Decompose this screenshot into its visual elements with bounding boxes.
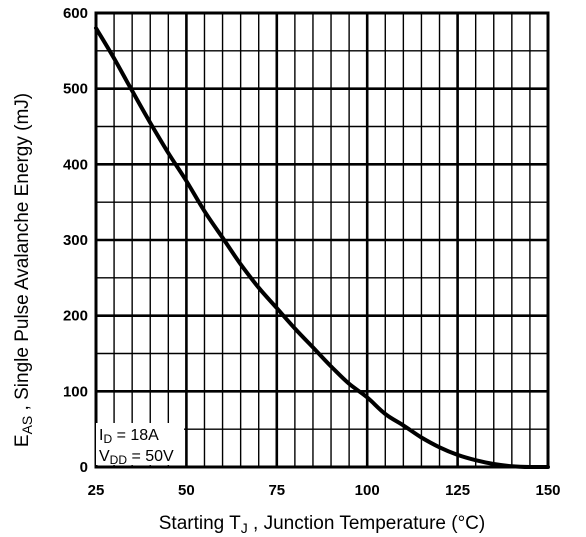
series-layer: [94, 26, 550, 470]
y-tick-label: 600: [63, 5, 88, 22]
annotation-id: ID = 18A: [99, 427, 159, 446]
x-tick-label: 125: [445, 482, 470, 499]
annotation: ID = 18A VDD = 50V: [96, 423, 184, 467]
annotation-vdd: VDD = 50V: [99, 448, 174, 467]
x-tick-label: 25: [88, 482, 105, 499]
x-tick-label: 75: [268, 482, 285, 499]
y-axis-title: EAS , Single Pulse Avalanche Energy (mJ): [12, 93, 35, 447]
annotation-background: [96, 423, 184, 465]
y-tick-label: 300: [63, 232, 88, 249]
y-tick-label: 0: [80, 459, 88, 476]
y-tick-label: 400: [63, 156, 88, 173]
plot-border: [94, 11, 550, 469]
series-line-0: [94, 26, 550, 470]
x-tick-label: 150: [535, 482, 560, 499]
y-tick-label: 200: [63, 308, 88, 325]
x-tick-labels: 25 50 75 100 125 150: [88, 482, 561, 499]
y-tick-label: 500: [63, 81, 88, 98]
x-tick-label: 50: [178, 482, 195, 499]
plot-frame: [94, 11, 550, 469]
y-tick-label: 100: [63, 383, 88, 400]
grid: [96, 13, 548, 467]
x-tick-label: 100: [355, 482, 380, 499]
y-tick-labels: 0 100 200 300 400 500 600: [63, 5, 88, 476]
x-axis-title: Starting TJ , Junction Temperature (°C): [159, 513, 486, 536]
